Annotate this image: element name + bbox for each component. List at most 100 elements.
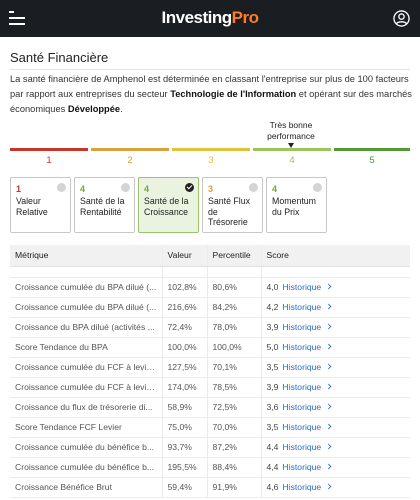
- table-row: Croissance cumulée du bénéfice b... 93,7%…: [10, 437, 410, 458]
- card-valeur-relative[interactable]: 1 Valeur Relative: [10, 177, 71, 233]
- card-sante-rentabilite[interactable]: 4 Santé de la Rentabilité: [74, 177, 135, 233]
- external-link-icon[interactable]: [325, 323, 332, 330]
- external-link-icon[interactable]: [325, 383, 332, 390]
- metric-score: 3,9: [266, 382, 279, 392]
- metric-score-cell: 3,5 Historique: [260, 357, 410, 378]
- external-link-icon[interactable]: [325, 403, 332, 410]
- table-row: Croissance cumulée du BPA dilué (... 102,…: [10, 277, 410, 298]
- health-category-cards: 1 Valeur Relative 4 Santé de la Rentabil…: [10, 177, 410, 233]
- metric-percentile: 100,0%: [206, 337, 261, 358]
- metric-score-cell: 3,6 Historique: [260, 397, 410, 418]
- scale-bar-2: [91, 148, 169, 151]
- performance-label-line1: Très bonne: [269, 120, 313, 130]
- external-link-icon[interactable]: [325, 443, 332, 450]
- card-check-icon[interactable]: [185, 183, 194, 192]
- metric-value: 195,5%: [161, 457, 207, 478]
- metric-score: 5,0: [266, 342, 279, 352]
- header-metric: Métrique: [10, 245, 162, 267]
- history-link[interactable]: Historique: [282, 302, 322, 312]
- card-radio-icon[interactable]: [57, 183, 66, 192]
- performance-label-line2: performance: [267, 131, 315, 141]
- metric-score: 4,4: [266, 442, 279, 452]
- metric-score: 3,5: [266, 422, 279, 432]
- card-momentum-prix[interactable]: 4 Momentum du Prix: [266, 177, 327, 233]
- metric-name: Score Tendance FCF Levier: [10, 417, 162, 438]
- hamburger-menu-icon[interactable]: [9, 11, 25, 25]
- metric-value: 100,0%: [161, 337, 207, 358]
- history-link[interactable]: Historique: [282, 462, 322, 472]
- metric-value: 75,0%: [161, 417, 207, 438]
- history-link[interactable]: Historique: [282, 342, 322, 352]
- performance-marker-icon: [288, 143, 294, 148]
- metric-name: Croissance cumulée du BPA dilué (...: [10, 297, 162, 318]
- scale-level-1: 1: [46, 155, 52, 166]
- table-row: Croissance cumulée du BPA dilué (... 216,…: [10, 297, 410, 318]
- metric-percentile: 78,5%: [206, 377, 261, 398]
- investingpro-logo[interactable]: InvestingPro: [0, 8, 420, 28]
- card-score: 4: [144, 184, 150, 194]
- metric-score-cell: 4,6 Historique: [260, 477, 410, 498]
- header-percentile: Percentile: [206, 245, 261, 267]
- metric-value: 102,8%: [161, 277, 207, 298]
- metric-value: 58,9%: [161, 397, 207, 418]
- external-link-icon[interactable]: [325, 363, 332, 370]
- header-value: Valeur: [161, 245, 207, 267]
- table-spacer-row: [10, 266, 410, 278]
- history-link[interactable]: Historique: [282, 362, 322, 372]
- metric-score-cell: 5,0 Historique: [260, 337, 410, 358]
- logo-pro-text: Pro: [231, 8, 259, 27]
- external-link-icon[interactable]: [325, 423, 332, 430]
- scale-bar-3: [172, 148, 250, 151]
- section-title: Santé Financière: [10, 50, 109, 65]
- external-link-icon[interactable]: [325, 303, 332, 310]
- metric-score-cell: 4,0 Historique: [260, 277, 410, 298]
- metric-score-cell: 4,2 Historique: [260, 297, 410, 318]
- description-text-2: et opérant sur des marchés économiques: [10, 89, 412, 114]
- metric-name: Croissance Bénéfice Brut: [10, 477, 162, 498]
- external-link-icon[interactable]: [325, 463, 332, 470]
- external-link-icon[interactable]: [325, 343, 332, 350]
- metric-percentile: 72,5%: [206, 397, 261, 418]
- external-link-icon[interactable]: [325, 283, 332, 290]
- metric-name: Croissance cumulée du bénéfice b...: [10, 437, 162, 458]
- metric-score: 4,0: [266, 282, 279, 292]
- table-row: Score Tendance du BPA 100,0% 100,0% 5,0 Hist…: [10, 337, 410, 358]
- history-link[interactable]: Historique: [282, 382, 322, 392]
- card-sante-croissance[interactable]: 4 Santé de la Croissance: [138, 177, 199, 233]
- card-radio-icon[interactable]: [121, 183, 130, 192]
- metric-score-cell: 3,9 Historique: [260, 377, 410, 398]
- performance-label: Très bonne performance: [250, 120, 332, 142]
- title-divider: [10, 69, 410, 70]
- history-link[interactable]: Historique: [282, 442, 322, 452]
- metric-score: 3,5: [266, 362, 279, 372]
- card-score: 4: [272, 184, 278, 194]
- table-row: Croissance cumulée du FCF à levie... 174,…: [10, 377, 410, 398]
- metric-percentile: 80,6%: [206, 277, 261, 298]
- metric-score: 4,2: [266, 302, 279, 312]
- metric-name: Croissance cumulée du FCF à levie...: [10, 377, 162, 398]
- card-radio-icon[interactable]: [249, 183, 258, 192]
- description-market: Développée: [67, 104, 121, 114]
- external-link-icon[interactable]: [325, 483, 332, 490]
- history-link[interactable]: Historique: [282, 482, 322, 492]
- metric-percentile: 91,9%: [206, 477, 261, 498]
- scale-bar-4: [253, 148, 331, 151]
- history-link[interactable]: Historique: [282, 282, 322, 292]
- table-row: Croissance Bénéfice Brut 59,4% 91,9% 4,6 His…: [10, 477, 410, 498]
- metric-value: 59,4%: [161, 477, 207, 498]
- metric-name: Croissance cumulée du FCF à levie...: [10, 357, 162, 378]
- metric-name: Croissance du BPA dilué (activités ...: [10, 317, 162, 338]
- metric-name: Croissance du flux de trésorerie di...: [10, 397, 162, 418]
- history-link[interactable]: Historique: [282, 422, 322, 432]
- history-link[interactable]: Historique: [282, 322, 322, 332]
- metric-percentile: 88,4%: [206, 457, 261, 478]
- health-description: La santé financière de Amphenol est déte…: [10, 72, 412, 117]
- card-label: Santé de la Croissance: [144, 196, 189, 217]
- card-radio-icon[interactable]: [313, 183, 322, 192]
- history-link[interactable]: Historique: [282, 402, 322, 412]
- card-sante-flux-tresorerie[interactable]: 3 Santé Flux de Trésorerie: [202, 177, 263, 233]
- metric-name: Croissance cumulée du bénéfice b...: [10, 457, 162, 478]
- metric-score: 4,4: [266, 462, 279, 472]
- metric-value: 174,0%: [161, 377, 207, 398]
- user-account-icon[interactable]: [393, 10, 410, 27]
